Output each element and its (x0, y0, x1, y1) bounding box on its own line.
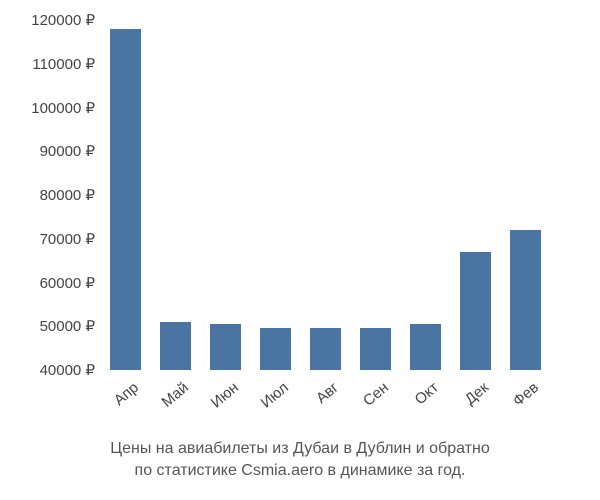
bar (360, 328, 391, 370)
bar (460, 252, 491, 370)
y-tick-label: 100000 ₽ (31, 99, 95, 117)
caption-line-1: Цены на авиабилеты из Дубаи в Дублин и о… (110, 440, 489, 457)
y-tick-label: 60000 ₽ (40, 274, 95, 292)
x-tick-label: Окт (412, 379, 442, 408)
x-tick-label: Дек (462, 379, 492, 408)
x-tick-label: Фев (510, 379, 542, 410)
x-tick-label: Апр (111, 379, 142, 409)
bar (260, 328, 291, 370)
x-tick-label: Май (158, 379, 191, 411)
price-chart: 40000 ₽ 50000 ₽ 60000 ₽ 70000 ₽ 80000 ₽ 90000… (0, 0, 600, 500)
x-tick-label: Июл (258, 379, 292, 412)
y-tick-label: 80000 ₽ (40, 186, 95, 204)
bar (210, 324, 241, 370)
bar (410, 324, 441, 370)
y-tick-label: 120000 ₽ (31, 11, 95, 29)
bar (110, 29, 141, 370)
chart-caption: Цены на авиабилеты из Дубаи в Дублин и о… (0, 438, 600, 483)
bar (310, 328, 341, 370)
x-tick-label: Июн (208, 379, 242, 412)
y-axis: 40000 ₽50000 ₽60000 ₽70000 ₽80000 ₽90000… (0, 20, 95, 370)
y-tick-label: 40000 ₽ (40, 361, 95, 379)
x-axis: Апр Май Июн Июл Авг Сен Окт Дек Фев (100, 373, 550, 433)
y-tick-label: 110000 ₽ (32, 55, 95, 73)
y-tick-label: 90000 ₽ (40, 142, 95, 160)
y-tick-label: 70000 ₽ (40, 230, 95, 248)
bar (510, 230, 541, 370)
plot-area (100, 20, 550, 370)
x-tick-label: Сен (360, 379, 392, 410)
x-tick-label: Авг (313, 379, 342, 407)
bar (160, 322, 191, 370)
y-tick-label: 50000 ₽ (40, 317, 95, 335)
caption-line-2: по статистике Csmia.aero в динамике за г… (135, 462, 466, 479)
